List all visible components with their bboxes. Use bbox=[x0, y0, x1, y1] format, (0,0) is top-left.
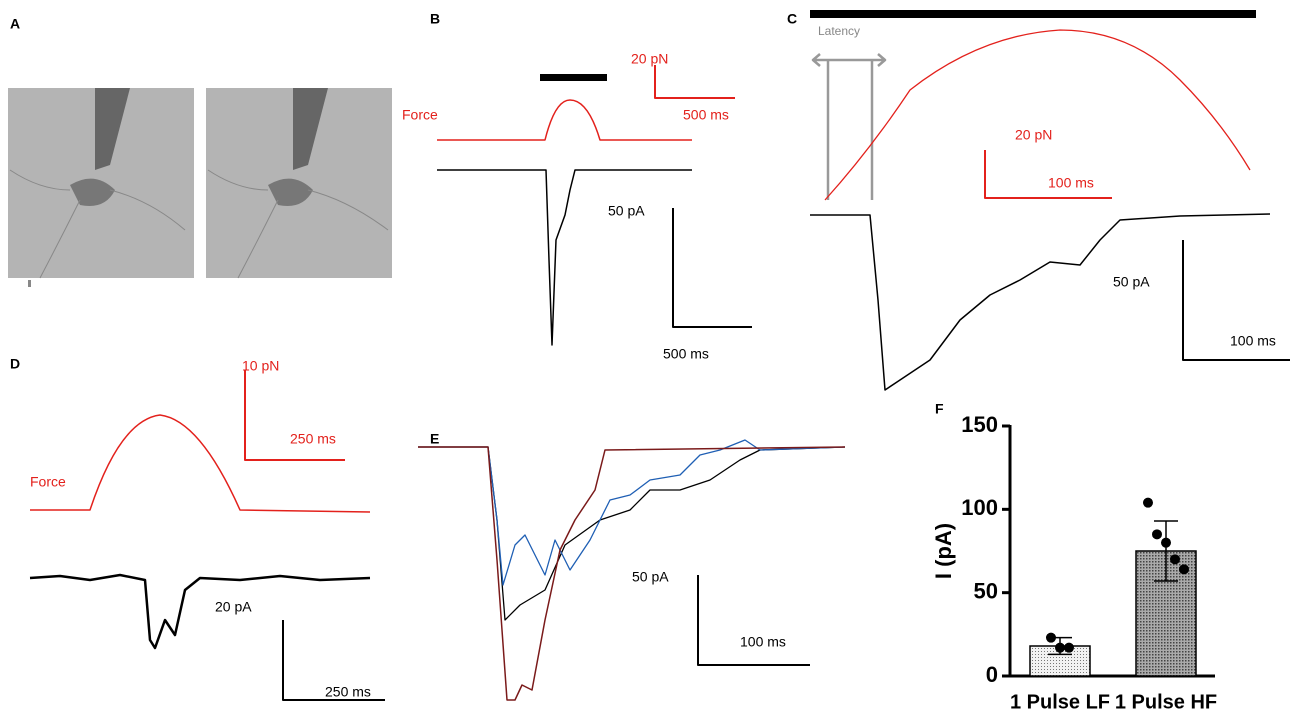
scale-label: 100 ms bbox=[740, 634, 786, 650]
scale-label: 50 pA bbox=[608, 203, 645, 219]
panel-label: B bbox=[430, 11, 440, 27]
y-axis-label: I (pA) bbox=[931, 523, 956, 579]
scale-label: 50 pA bbox=[632, 569, 669, 585]
x-tick-label: 1 Pulse LF bbox=[1010, 691, 1110, 713]
scale-label: 20 pN bbox=[1015, 127, 1052, 143]
data-point bbox=[1170, 554, 1180, 565]
data-point bbox=[1161, 537, 1171, 548]
bar-chart: 0 50 100 150 I (pA) 1 Pulse LF 1 Pulse HF bbox=[931, 412, 1217, 713]
traces-e bbox=[418, 439, 846, 701]
data-point bbox=[1143, 497, 1153, 508]
scale-label: 50 pA bbox=[1113, 274, 1150, 290]
scale-label: 250 ms bbox=[325, 684, 371, 700]
y-tick-label: 0 bbox=[986, 662, 998, 687]
data-point bbox=[1046, 632, 1056, 643]
y-tick-label: 150 bbox=[961, 412, 998, 437]
panel-label: C bbox=[787, 11, 797, 27]
y-tick-label: 50 bbox=[974, 578, 998, 603]
scale-label: 250 ms bbox=[290, 431, 336, 447]
latency-label: Latency bbox=[818, 24, 860, 38]
panel-label: A bbox=[10, 16, 20, 32]
scale-label: 10 pN bbox=[242, 358, 279, 374]
traces-b bbox=[437, 65, 752, 346]
scale-label: 500 ms bbox=[663, 346, 709, 362]
panel-label: E bbox=[430, 431, 439, 447]
y-tick-label: 100 bbox=[961, 495, 998, 520]
traces-c bbox=[810, 10, 1290, 391]
panel-label: F bbox=[935, 401, 944, 417]
scale-label: 500 ms bbox=[683, 107, 729, 123]
data-point bbox=[1152, 529, 1162, 540]
scale-label: 20 pN bbox=[631, 51, 668, 67]
scale-label: 100 ms bbox=[1230, 333, 1276, 349]
x-tick-label: 1 Pulse HF bbox=[1115, 691, 1217, 713]
micrograph bbox=[8, 88, 392, 287]
error-bar bbox=[1154, 520, 1178, 582]
data-point bbox=[1055, 642, 1065, 653]
scale-label: 20 pA bbox=[215, 599, 252, 615]
force-label: Force bbox=[402, 107, 438, 123]
scale-label: 100 ms bbox=[1048, 175, 1094, 191]
data-point bbox=[1179, 564, 1189, 575]
data-point bbox=[1064, 642, 1074, 653]
traces-d bbox=[29, 370, 385, 701]
panel-label: D bbox=[10, 356, 20, 372]
force-label: Force bbox=[30, 474, 66, 490]
